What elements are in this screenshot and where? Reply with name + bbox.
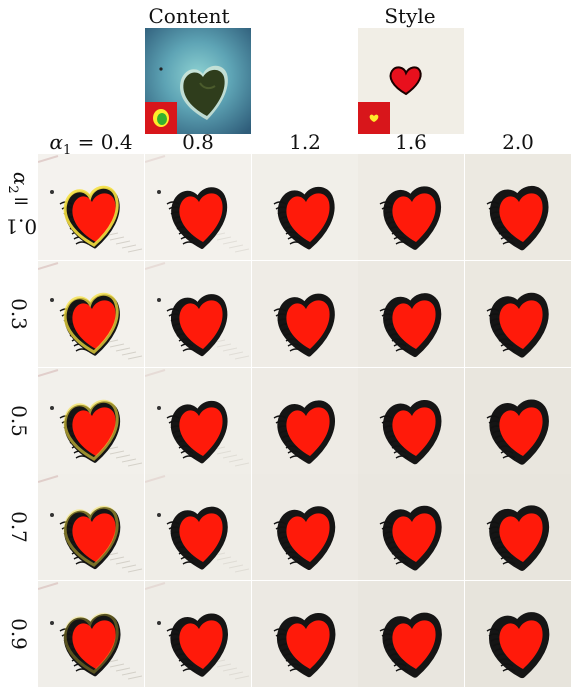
result-cell — [252, 261, 358, 367]
col-label-3: 1.2 — [289, 130, 321, 154]
result-cell — [38, 581, 144, 687]
result-cell — [145, 581, 251, 687]
result-cell — [358, 581, 464, 687]
result-cell — [252, 154, 358, 260]
result-cell — [358, 154, 464, 260]
col-label-5: 2.0 — [502, 130, 534, 154]
result-cell — [465, 368, 571, 474]
result-cell — [145, 474, 251, 580]
row-label-4: 0.7 — [7, 511, 31, 543]
row-label-2: 0.3 — [7, 298, 31, 330]
row-label-3: 0.5 — [7, 405, 31, 437]
col-label-1: α1 = 0.4 — [49, 130, 133, 158]
style-image — [358, 28, 464, 134]
result-cell — [358, 474, 464, 580]
result-cell — [38, 368, 144, 474]
result-cell — [145, 368, 251, 474]
result-cell — [145, 261, 251, 367]
result-cell — [358, 368, 464, 474]
result-cell — [38, 474, 144, 580]
result-cell — [252, 581, 358, 687]
result-cell — [252, 474, 358, 580]
result-cell — [38, 154, 144, 260]
result-cell — [465, 474, 571, 580]
result-cell — [465, 261, 571, 367]
result-cell — [358, 261, 464, 367]
row-label-5: 0.9 — [7, 618, 31, 650]
result-cell — [38, 261, 144, 367]
col-label-4: 1.6 — [395, 130, 427, 154]
style-label: Style — [384, 4, 436, 28]
content-label: Content — [148, 4, 230, 28]
result-cell — [465, 154, 571, 260]
result-cell — [465, 581, 571, 687]
col-label-2: 0.8 — [182, 130, 214, 154]
result-cell — [252, 368, 358, 474]
result-cell — [145, 154, 251, 260]
row-label-1: α2 = 0.1 — [5, 171, 37, 239]
content-image — [145, 28, 251, 134]
